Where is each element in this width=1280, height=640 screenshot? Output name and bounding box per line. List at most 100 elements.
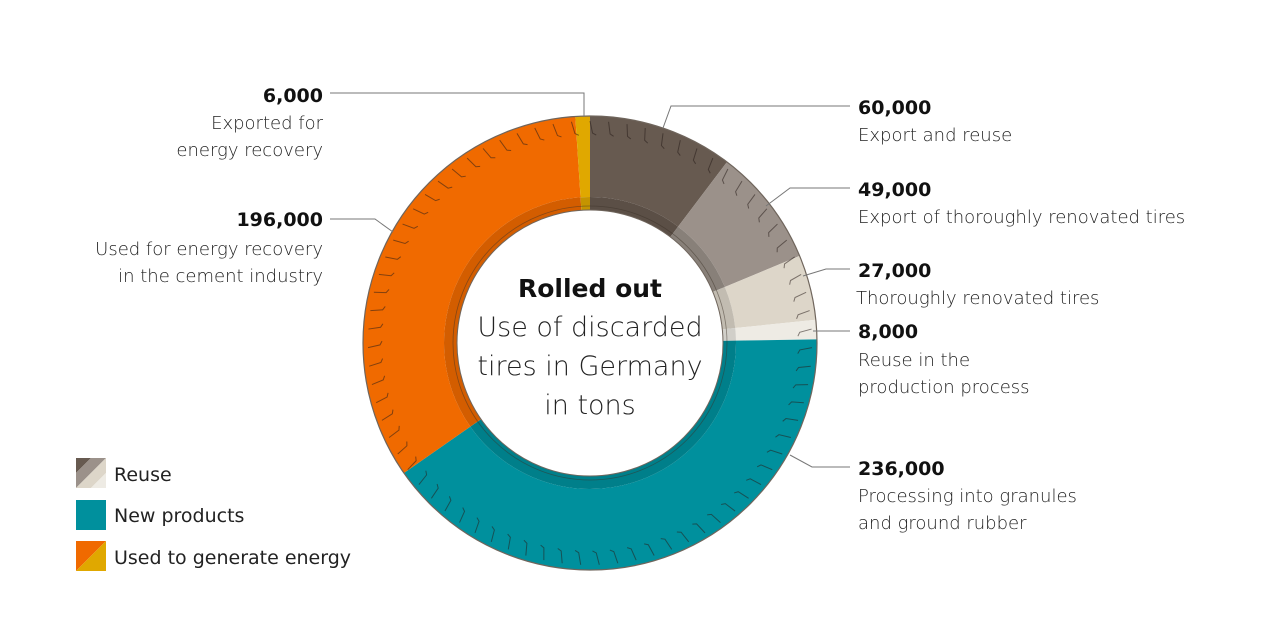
tread-mark (552, 123, 562, 138)
tread-mark (789, 273, 802, 285)
tread-mark (796, 310, 810, 319)
tread-mark (734, 491, 749, 499)
tire-rim-line (452, 205, 728, 481)
tread-mark (756, 464, 773, 471)
tread-mark (490, 526, 495, 542)
tread-mark (758, 208, 768, 223)
slice-label: and ground rubber (858, 513, 1027, 534)
chart-subtitle-line-2: tires in Germany (477, 351, 702, 382)
tread-mark (721, 503, 736, 512)
legend-swatch-part (76, 541, 106, 571)
tire-inner-outline (456, 209, 724, 477)
tread-mark (793, 291, 807, 302)
tread-mark (792, 384, 809, 389)
tread-mark (370, 306, 386, 312)
tire-outline (362, 115, 818, 571)
tread-mark (393, 239, 409, 245)
tread-mark (367, 340, 383, 349)
tread-mark (746, 478, 762, 485)
slice-label: Reuse in the (858, 350, 970, 371)
tread-mark (466, 157, 481, 168)
donut-slice (403, 339, 817, 570)
leader-line-granules (789, 454, 850, 468)
tread-mark (735, 180, 743, 196)
legend (76, 458, 106, 571)
tread-mark (418, 470, 428, 485)
tread-mark (523, 539, 528, 556)
slice-value-label: 27,000 (858, 260, 931, 282)
slice-value-label: 49,000 (858, 179, 931, 201)
tread-mark (574, 550, 582, 565)
donut-slice (590, 116, 727, 227)
donut-slice-rim (712, 286, 736, 330)
tread-mark (775, 434, 791, 439)
tread-mark (795, 365, 811, 372)
slice-label: Processing into granules (858, 486, 1077, 507)
slice-label: energy recovery (176, 140, 323, 161)
tread-mark (721, 168, 729, 185)
tread-mark (474, 517, 480, 534)
tread-mark (385, 256, 402, 260)
tread-mark (783, 256, 795, 269)
tread-mark (430, 483, 439, 499)
tread-mark (609, 549, 619, 564)
tire-treads (367, 120, 813, 565)
tread-mark (797, 328, 812, 337)
slice-value-label: 236,000 (858, 458, 945, 480)
tread-mark (540, 544, 545, 561)
donut-slice (724, 255, 816, 329)
tread-mark (444, 496, 452, 512)
tread-mark (378, 272, 395, 277)
tread-mark (692, 523, 706, 534)
tread-mark (371, 375, 386, 386)
tread-mark (776, 239, 788, 253)
legend-swatch-part (91, 473, 106, 488)
tread-mark (626, 547, 637, 561)
tread-mark (692, 148, 698, 165)
tread-mark (369, 358, 384, 367)
tread-mark (375, 392, 389, 404)
slice-label: Export and reuse (858, 125, 1012, 146)
tread-mark (482, 148, 496, 159)
leader-line-cement (330, 218, 394, 233)
donut-slice (575, 116, 590, 198)
tread-mark (660, 538, 673, 550)
tread-mark (768, 223, 778, 237)
slice-value-label: 8,000 (858, 321, 918, 343)
donut-slice-rim (722, 328, 736, 341)
tread-mark (437, 180, 453, 189)
chart-subtitle-line-1: Use of discarded (477, 312, 702, 343)
tread-mark (747, 194, 756, 209)
tread-mark (381, 409, 394, 421)
tread-mark (407, 456, 417, 471)
slice-value-label: 6,000 (263, 85, 323, 107)
tread-mark (707, 157, 714, 174)
tread-mark (516, 133, 528, 146)
legend-label-energy: Used to generate energy (114, 547, 351, 569)
tread-mark (534, 127, 545, 141)
slice-label: Used for energy recovery (95, 239, 323, 260)
donut-slice (735, 319, 817, 341)
tread-mark (788, 401, 804, 406)
tread-mark (507, 533, 511, 550)
slice-label: Exported for (211, 113, 323, 134)
donut-slice-rim (470, 340, 736, 489)
slice-value-label: 196,000 (236, 209, 323, 231)
leader-line-exported-energy (330, 92, 585, 117)
slice-value-label: 60,000 (858, 97, 931, 119)
tread-mark (402, 223, 419, 229)
slice-label: Export of thoroughly renovated tires (858, 207, 1185, 228)
tread-mark (397, 441, 408, 455)
leader-line-export-renovated (765, 187, 850, 207)
tread-mark (677, 140, 681, 156)
tread-mark (557, 548, 563, 564)
donut-slice-rim (580, 197, 590, 211)
tread-mark (766, 449, 783, 455)
tread-mark (644, 543, 655, 556)
tread-mark (782, 418, 799, 422)
chart-subtitle-line-3: in tons (544, 390, 635, 421)
donut-slice-rim (443, 197, 582, 427)
tread-mark (388, 425, 400, 438)
tread-mark (676, 531, 690, 543)
